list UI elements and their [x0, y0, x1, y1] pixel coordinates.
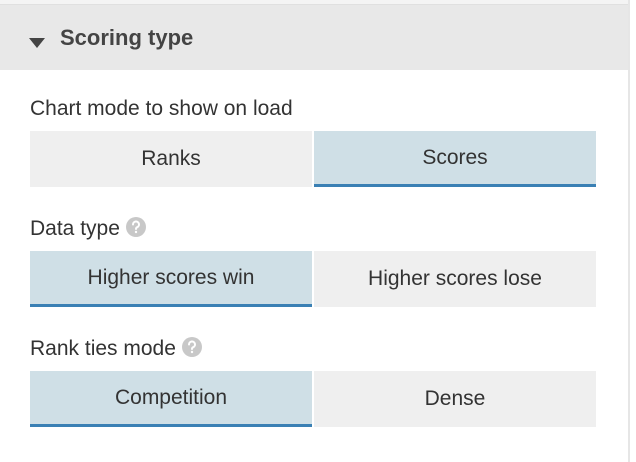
field-label-text: Data type	[30, 217, 120, 240]
toggle-button[interactable]: Ranks	[30, 131, 312, 187]
field-label: Data type	[30, 214, 146, 246]
field-label-text: Chart mode to show on load	[30, 97, 293, 120]
toggle-button[interactable]: Higher scores win	[30, 251, 312, 307]
section-header[interactable]: Scoring type	[0, 5, 628, 70]
right-border	[628, 0, 630, 462]
toggle-button[interactable]: Higher scores lose	[314, 251, 596, 307]
collapse-arrow	[29, 38, 45, 48]
toggle-button[interactable]: Scores	[314, 131, 596, 187]
top-border	[0, 0, 628, 5]
field-label: Chart mode to show on load	[30, 94, 293, 124]
help-icon[interactable]	[181, 336, 202, 366]
field-label: Rank ties mode	[30, 334, 202, 366]
help-icon[interactable]	[125, 216, 146, 246]
toggle-button[interactable]: Competition	[30, 371, 312, 427]
toggle-button[interactable]: Dense	[314, 371, 596, 427]
field-label-text: Rank ties mode	[30, 337, 176, 360]
section-title: Scoring type	[60, 25, 194, 50]
